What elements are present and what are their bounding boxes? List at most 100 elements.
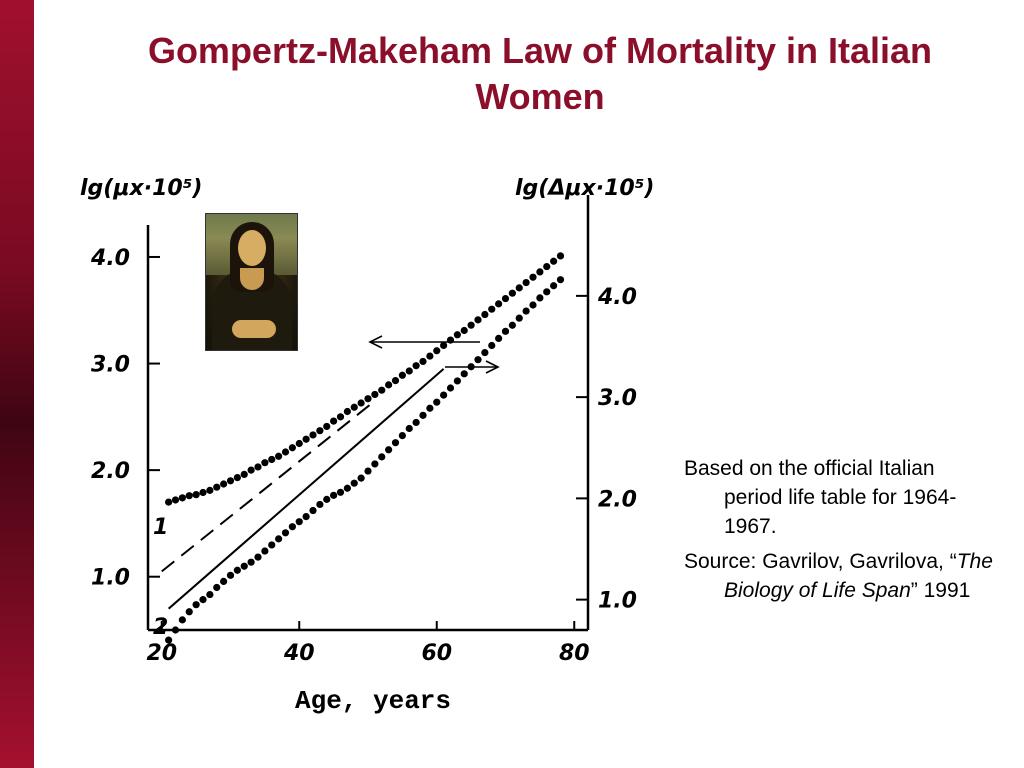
series-2-point: [522, 307, 530, 315]
solid-regression-line: [167, 368, 445, 610]
series-2-point: [419, 411, 427, 419]
series-1-point: [460, 326, 468, 335]
series-1-point: [543, 262, 551, 271]
series-1-point: [288, 444, 296, 452]
series-1-point: [165, 498, 173, 506]
left-y-tick-label: 3.0: [91, 353, 130, 378]
series-2-point: [302, 513, 310, 521]
series-1-point: [226, 477, 235, 485]
portrait-face: [238, 230, 266, 266]
series-2-point: [481, 348, 489, 357]
right-y-tick-label: 4.0: [597, 285, 637, 310]
portrait-chest: [240, 268, 264, 290]
series-1-point: [171, 496, 180, 504]
series-1-point: [316, 427, 324, 435]
series-2-point: [316, 500, 324, 509]
series-1-point: [412, 362, 420, 370]
series-2-point: [178, 616, 186, 624]
series-1-point: [247, 466, 255, 474]
series-1-point: [295, 439, 303, 448]
portrait-hands: [232, 320, 276, 338]
left-y-tick-label: 4.0: [90, 246, 130, 271]
series-2-point: [488, 341, 496, 350]
series-2-point: [330, 491, 338, 499]
series-2-point: [433, 398, 441, 406]
series-2-point: [550, 282, 558, 290]
x-tick-label: 60: [421, 641, 452, 666]
series-1-point: [550, 257, 558, 265]
series-1-point: [336, 413, 345, 421]
series-annotations: 12: [153, 515, 168, 640]
series-2-point: [213, 583, 221, 592]
series-1-point: [556, 252, 565, 260]
series-2-point: [288, 523, 296, 531]
series-2-point: [192, 601, 200, 609]
series-1-point: [330, 417, 338, 425]
series-2-annotation: 2: [153, 615, 168, 640]
series-2-point: [220, 577, 228, 585]
right-y-axis-label: lg(Δμx·10⁵): [515, 176, 654, 201]
series-1-point: [474, 316, 482, 324]
x-axis-label: Age, years: [295, 686, 451, 716]
series-2-point: [281, 529, 290, 537]
series-1-point: [364, 395, 372, 403]
series-1-point: [275, 452, 283, 460]
series-2-point: [185, 608, 193, 616]
note-citation: Source: Gavrilov, Gavrilova, “The Biolog…: [684, 547, 994, 605]
series-1-point: [391, 377, 400, 385]
left-y-tick-label: 2.0: [91, 459, 130, 484]
slide-title: Gompertz-Makeham Law of Mortality in Ita…: [147, 30, 933, 117]
series-1-point: [206, 486, 214, 494]
series-1-point: [309, 431, 317, 439]
series-1-point: [350, 403, 358, 411]
series-1-point: [233, 473, 241, 482]
series-2-point: [391, 439, 400, 447]
series-1-point: [536, 268, 544, 276]
left-axis-arrow: [368, 335, 480, 349]
series-1-point: [261, 459, 269, 467]
right-y-tick-label: 3.0: [598, 386, 637, 411]
series-1-point: [529, 273, 537, 281]
series-1-point: [185, 492, 193, 500]
x-ticks: 20 40 60 80: [146, 621, 590, 666]
citation-prefix: Source: Gavrilov, Gavrilova, “: [684, 550, 957, 573]
left-y-ticks: 1.0 2.0 3.0 4.0: [90, 246, 160, 591]
series-2-point: [453, 377, 461, 385]
series-2-point: [460, 370, 468, 378]
series-1-point: [302, 435, 310, 443]
right-y-ticks: 1.0 2.0 3.0 4.0: [576, 285, 637, 614]
right-axis-arrow: [445, 360, 500, 374]
note-data-source: Based on the official Italian period lif…: [684, 454, 994, 541]
series-2-point: [536, 294, 544, 302]
series-1-point: [268, 455, 276, 464]
x-tick-label: 20: [146, 641, 177, 666]
citation-book-title: The Biology of Life Span: [724, 550, 993, 602]
series-2-point: [474, 356, 482, 364]
series-1-annotation: 1: [153, 515, 168, 540]
series-2-point: [446, 384, 455, 392]
series-2-point: [247, 558, 255, 566]
series-1-point: [481, 310, 489, 319]
series-2-point: [165, 636, 173, 644]
series-2-point: [371, 460, 379, 468]
series-2-point: [357, 474, 365, 482]
series-1-point: [371, 390, 379, 399]
series-1-point: [192, 491, 200, 499]
series-1-point: [419, 357, 427, 366]
note-data-source-text: Based on the official Italian period lif…: [684, 457, 957, 538]
series-2-point: [405, 424, 413, 433]
series-2-point: [364, 467, 372, 475]
series-1-point: [522, 278, 530, 287]
series-2-point: [501, 327, 510, 335]
series-1-point: [433, 347, 441, 355]
series-1-point: [467, 321, 475, 329]
series-1-point: [488, 305, 496, 313]
series-1-point: [495, 300, 503, 308]
series-1-point: [281, 448, 290, 456]
series-2-point: [254, 553, 262, 561]
series-1-point: [515, 284, 523, 292]
series-1-point: [323, 422, 331, 431]
series-1-point: [501, 294, 510, 303]
series-2-point: [309, 506, 317, 515]
mona-lisa-portrait-icon: [205, 213, 298, 351]
